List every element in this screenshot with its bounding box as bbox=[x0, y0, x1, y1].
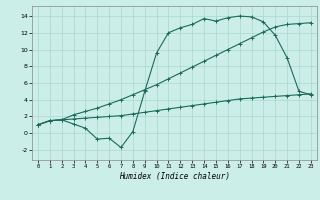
X-axis label: Humidex (Indice chaleur): Humidex (Indice chaleur) bbox=[119, 172, 230, 181]
